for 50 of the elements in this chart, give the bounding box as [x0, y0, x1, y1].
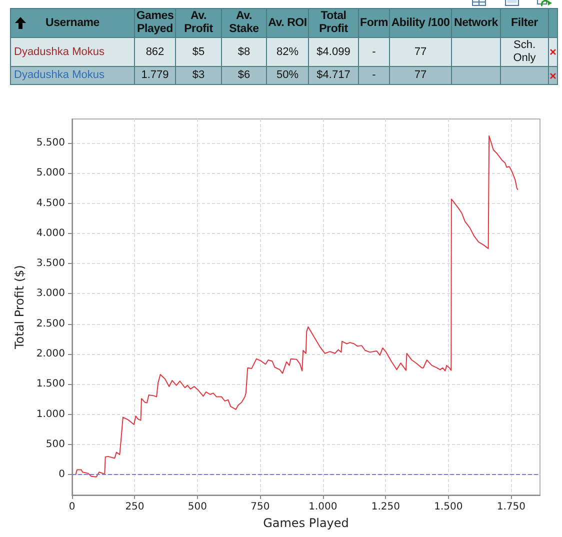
text: Dyadushka Mokus	[14, 69, 104, 81]
y-tick-label: 2.000	[36, 348, 65, 360]
y-tick-label: 0	[58, 469, 65, 480]
x-tick-label: 1.500	[434, 502, 463, 512]
category-label: Av. Stake	[229, 10, 259, 35]
text: -	[372, 69, 376, 81]
category-label: Games Played	[136, 10, 174, 35]
y-tick-label: 4.500	[36, 198, 65, 209]
category-label: Network	[454, 16, 498, 28]
text: 77	[414, 46, 427, 58]
x-tick-label: 750	[250, 502, 270, 512]
text: Dyadushka Mokus	[14, 46, 104, 58]
y-tick-label: 3.500	[36, 258, 65, 270]
y-tick-label: 5.000	[36, 168, 65, 179]
text: 77	[414, 69, 427, 81]
category-label: Total Profit	[319, 10, 348, 35]
y-tick-label: 4.000	[36, 228, 65, 239]
y-tick-label: 1.500	[36, 378, 65, 390]
x-tick-label: 250	[125, 502, 144, 512]
y-tick-label: 3.000	[36, 288, 65, 300]
x-axis-title: Games Played	[263, 516, 349, 530]
y-tick-label: 2.500	[36, 318, 65, 330]
text: $8	[238, 46, 250, 58]
text: Sch. Only	[513, 39, 536, 64]
text: $4.099	[316, 46, 350, 58]
y-axis-title: Total Profit ($)	[12, 265, 26, 350]
text: 1.779	[141, 69, 169, 81]
category-label: Av. Profit	[184, 10, 213, 35]
text: $6	[238, 69, 250, 81]
text: $5	[192, 46, 205, 58]
y-tick-label: 500	[46, 438, 65, 450]
category-label: Filter	[511, 16, 538, 28]
x-tick-label: 1.000	[308, 502, 338, 512]
text: $4.717	[316, 69, 350, 81]
x-tick-label: 0	[68, 502, 76, 512]
category-label: Username	[45, 16, 100, 30]
x-tick-label: 1.250	[371, 502, 400, 512]
text: 862	[146, 46, 164, 58]
category-label: Form	[360, 16, 388, 28]
text: 82%	[276, 46, 299, 58]
text: $3	[192, 69, 205, 81]
y-tick-label: 5.500	[36, 138, 65, 149]
x-tick-label: 1.750	[496, 502, 526, 512]
x-tick-label: 500	[188, 502, 208, 512]
category-label: Av. ROI	[268, 16, 307, 28]
text: -	[372, 46, 376, 58]
y-tick-label: 1.000	[36, 408, 65, 420]
category-label: Ability /100	[391, 16, 450, 28]
line-series	[72, 135, 518, 478]
text: 50%	[276, 69, 299, 81]
